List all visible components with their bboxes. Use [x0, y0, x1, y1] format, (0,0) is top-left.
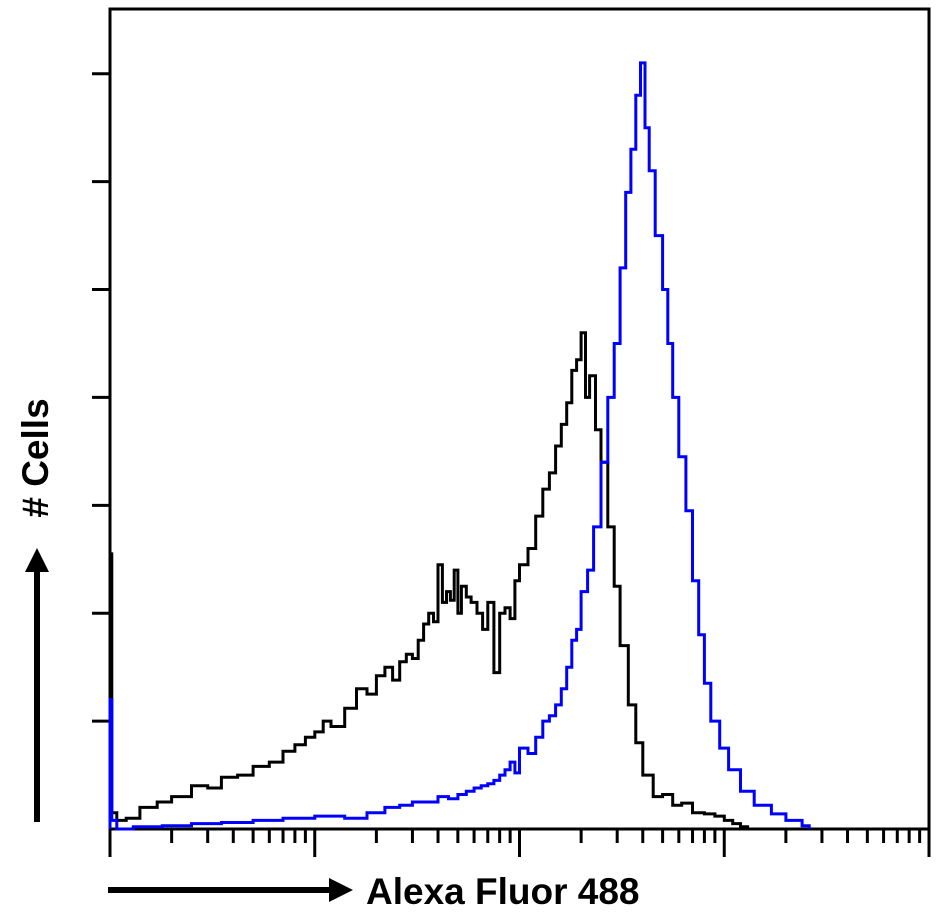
y-axis-arrowhead [25, 548, 49, 572]
plot-frame [108, 7, 931, 831]
histogram-series-1 [108, 331, 750, 829]
histogram-series-2 [108, 61, 811, 831]
y-axis-label: # Cells [15, 398, 56, 517]
x-axis-ticks [108, 829, 931, 857]
series-layer [108, 61, 811, 831]
x-axis-label: Alexa Fluor 488 [366, 871, 640, 912]
x-axis-arrowhead [329, 878, 353, 902]
y-axis-ticks [92, 72, 110, 723]
